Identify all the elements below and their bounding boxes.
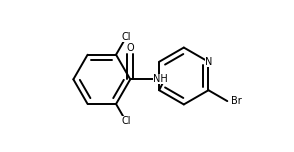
Text: N: N bbox=[205, 57, 212, 67]
Text: Cl: Cl bbox=[121, 32, 131, 42]
Text: O: O bbox=[126, 43, 134, 53]
Text: Br: Br bbox=[231, 96, 242, 106]
Text: NH: NH bbox=[153, 74, 168, 84]
Text: Cl: Cl bbox=[121, 116, 131, 126]
